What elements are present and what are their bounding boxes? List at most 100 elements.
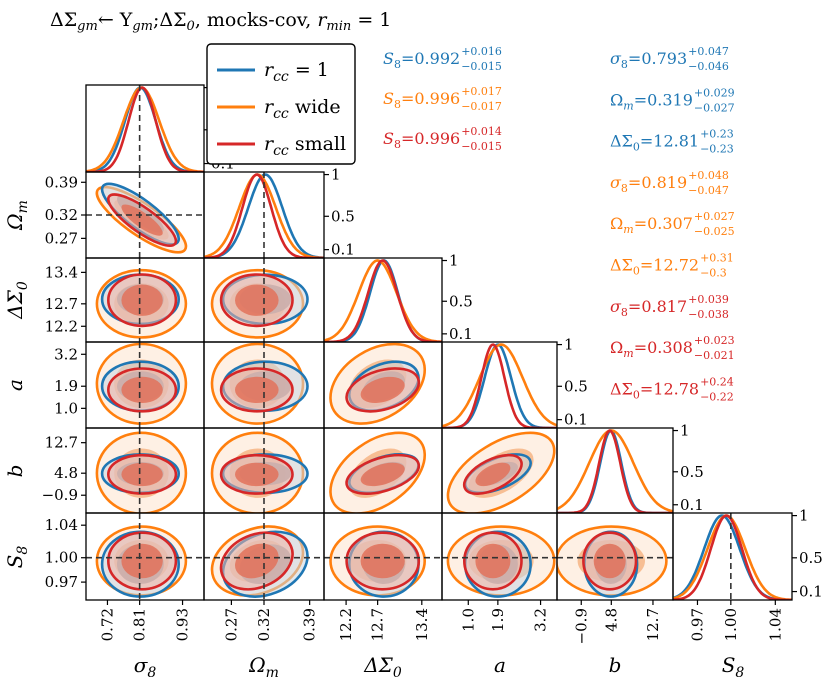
panel-S8-dS0 bbox=[324, 525, 442, 598]
x-tick-S8: 0.97 bbox=[689, 608, 707, 641]
stat-err-dn: −0.23 bbox=[700, 143, 734, 156]
stat-err-dn: −0.015 bbox=[461, 60, 502, 73]
panel-S8-a bbox=[442, 525, 557, 598]
stat-left-1: S8=0.996 bbox=[383, 89, 460, 111]
diag-tick-label: 1 bbox=[331, 166, 341, 184]
contour-S8-a-series-2-level-1 bbox=[475, 543, 511, 579]
panel-frame bbox=[85, 84, 205, 173]
stat-err-up: +0.23 bbox=[700, 128, 734, 141]
diag-tick-label: 0.1 bbox=[680, 496, 704, 514]
panel-Om-Om bbox=[204, 172, 324, 258]
stat-left-0: S8=0.992 bbox=[383, 49, 460, 71]
stat-right-4: Ωm=0.307 bbox=[610, 214, 693, 236]
stat-err-up: +0.24 bbox=[700, 375, 734, 388]
x-tick-Om: 0.27 bbox=[222, 608, 240, 641]
x-tick-a: 1.9 bbox=[489, 608, 507, 632]
panel-a-Om bbox=[210, 342, 309, 428]
contour-a-sigma8-series-2-level-1 bbox=[121, 376, 163, 403]
y-tick-Om: 0.27 bbox=[45, 229, 78, 247]
contour-b-dS0-series-2-level-1 bbox=[360, 462, 405, 487]
x-tick-S8: 1.00 bbox=[722, 608, 740, 641]
x-tick-a: 1.0 bbox=[459, 608, 477, 632]
panel-b-sigma8 bbox=[95, 428, 188, 513]
contour-b-a-series-2-level-1 bbox=[475, 462, 511, 487]
y-tick-S8: 1.04 bbox=[45, 516, 78, 534]
stat-err-up: +0.047 bbox=[688, 45, 729, 58]
contour-S8-b-series-2-level-1 bbox=[593, 543, 626, 579]
marginal-Om-series-1 bbox=[204, 173, 324, 258]
marginal-sigma8-series-2 bbox=[86, 86, 204, 172]
diag-tick-label: 0.1 bbox=[449, 325, 473, 343]
panel-b-b bbox=[557, 429, 673, 513]
y-tick-S8: 1.00 bbox=[45, 549, 78, 567]
x-tick-Om: 0.32 bbox=[255, 608, 273, 641]
stat-err-dn: −0.017 bbox=[461, 100, 502, 113]
x-tick-dS0: 13.4 bbox=[413, 608, 431, 641]
panel-Om-sigma8 bbox=[86, 172, 204, 258]
legend-label-2: rcc small bbox=[264, 133, 346, 159]
diag-tick-label: 0.5 bbox=[449, 292, 473, 310]
stat-right-5: ΔΣ0=12.72 bbox=[610, 256, 699, 278]
stat-right-8: ΔΣ0=12.78 bbox=[610, 379, 699, 401]
x-tick-b: 4.8 bbox=[602, 608, 620, 632]
x-tick-dS0: 12.7 bbox=[369, 608, 387, 641]
y-tick-dS0: 13.4 bbox=[45, 263, 78, 281]
panel-sigma8-sigma8 bbox=[86, 85, 204, 172]
panel-dS0-dS0 bbox=[324, 259, 442, 342]
diag-tick-label: 0.5 bbox=[680, 463, 704, 481]
contour-S8-sigma8-series-2-level-1 bbox=[121, 543, 163, 579]
y-tick-b: −0.9 bbox=[42, 486, 78, 504]
y-tick-Om: 0.32 bbox=[45, 206, 78, 224]
panel-a-sigma8 bbox=[95, 342, 188, 428]
stat-left-2: S8=0.996 bbox=[383, 129, 460, 151]
y-tick-Om: 0.39 bbox=[45, 173, 78, 191]
x-label-b: b bbox=[609, 653, 622, 677]
y-label-dS0: ΔΣ0 bbox=[3, 281, 31, 320]
stat-err-dn: −0.027 bbox=[694, 101, 735, 114]
marginal-S8-series-2 bbox=[673, 514, 792, 600]
marginal-a-series-1 bbox=[442, 343, 557, 428]
panel-b-dS0 bbox=[329, 431, 427, 513]
x-tick-dS0: 12.2 bbox=[337, 608, 355, 641]
diag-tick-label: 0.5 bbox=[564, 377, 588, 395]
stat-err-up: +0.014 bbox=[461, 125, 502, 138]
stat-err-dn: −0.038 bbox=[688, 308, 729, 321]
marginal-dS0-series-2 bbox=[324, 259, 442, 342]
stat-err-dn: −0.015 bbox=[461, 140, 502, 153]
x-label-Om: Ωm bbox=[248, 653, 279, 681]
panel-S8-b bbox=[557, 525, 673, 598]
y-label-Om: Ωm bbox=[3, 200, 31, 231]
y-label-b: b bbox=[3, 465, 27, 478]
stat-err-up: +0.016 bbox=[461, 45, 502, 58]
y-tick-b: 4.8 bbox=[54, 464, 78, 482]
x-tick-sigma8: 0.81 bbox=[131, 608, 149, 641]
contour-b-sigma8-series-2-level-1 bbox=[121, 462, 163, 487]
diag-tick-label: 0.1 bbox=[564, 411, 588, 429]
diag-tick-label: 0.1 bbox=[331, 241, 355, 259]
chart-title: ΔΣgm← Υgm;ΔΣ0, mocks-cov, rmin = 1 bbox=[50, 9, 391, 34]
y-label-a: a bbox=[3, 379, 27, 391]
stat-right-2: ΔΣ0=12.81 bbox=[610, 132, 699, 154]
stat-right-3: σ8=0.819 bbox=[610, 173, 687, 195]
diag-tick-label: 0.5 bbox=[331, 207, 355, 225]
stat-err-up: +0.017 bbox=[461, 85, 502, 98]
x-label-S8: S8 bbox=[722, 653, 745, 681]
contour-b-Om-series-2-level-1 bbox=[234, 462, 279, 487]
x-tick-a: 3.2 bbox=[532, 608, 550, 632]
contour-a-Om-series-2-level-1 bbox=[234, 376, 279, 403]
contour-S8-dS0-series-2-level-1 bbox=[360, 543, 405, 579]
panel-S8-sigma8 bbox=[86, 513, 204, 600]
y-tick-b: 12.7 bbox=[45, 434, 78, 452]
panel-dS0-Om bbox=[210, 258, 309, 342]
diag-tick-label: 1 bbox=[799, 507, 809, 525]
y-tick-dS0: 12.7 bbox=[45, 295, 78, 313]
panel-b-Om bbox=[210, 428, 309, 513]
stat-right-0: σ8=0.793 bbox=[610, 49, 687, 71]
stat-err-dn: −0.046 bbox=[688, 60, 729, 73]
stat-err-up: +0.048 bbox=[688, 169, 729, 182]
stat-right-6: σ8=0.817 bbox=[610, 297, 687, 319]
contour-Om-sigma8-series-2-level-1 bbox=[121, 204, 163, 236]
panel-b-a bbox=[446, 431, 556, 513]
